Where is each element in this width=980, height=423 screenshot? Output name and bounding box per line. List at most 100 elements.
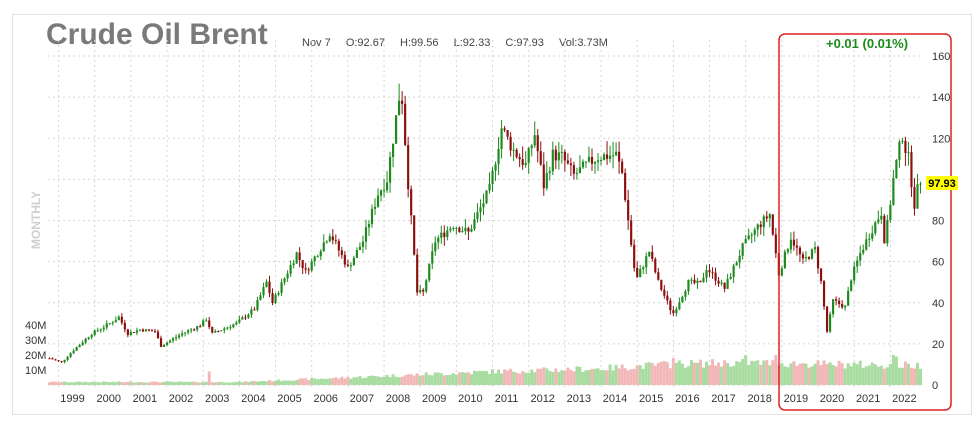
volume-bar xyxy=(265,381,268,385)
candle-body xyxy=(572,165,575,174)
volume-bar xyxy=(578,366,582,385)
volume-bar xyxy=(650,363,654,385)
volume-bar xyxy=(153,381,157,385)
x-tick-label: 2016 xyxy=(675,393,699,405)
volume-bar xyxy=(590,368,594,385)
volume-bar xyxy=(343,378,347,385)
candle-body xyxy=(798,247,802,255)
volume-bar xyxy=(768,365,772,385)
candle-body xyxy=(398,100,401,116)
volume-bar xyxy=(364,377,368,385)
candle-body xyxy=(96,330,99,332)
candle-body xyxy=(102,327,105,330)
candle-body xyxy=(596,160,600,162)
volume-bar xyxy=(662,361,666,385)
candle-body xyxy=(838,300,841,304)
volume-bar xyxy=(647,362,651,385)
volume-bar xyxy=(433,372,437,385)
candle-body xyxy=(904,140,907,153)
last-price-text: 97.93 xyxy=(928,178,956,190)
candle-body xyxy=(379,190,383,196)
candle-body xyxy=(518,157,521,160)
volume-bar xyxy=(301,378,305,385)
volume-bar xyxy=(575,366,579,385)
volume-bar xyxy=(271,381,275,385)
candle-body xyxy=(807,257,811,259)
candle-body xyxy=(672,310,675,314)
candle-body xyxy=(214,331,217,333)
candle-body xyxy=(87,337,90,339)
candle-body xyxy=(404,103,407,145)
volume-bar xyxy=(225,382,229,385)
candle-body xyxy=(274,294,277,303)
candle-body xyxy=(771,214,774,235)
ohlc-volume: Vol:3.73M xyxy=(558,37,608,49)
volume-bar xyxy=(289,380,293,385)
candle-body xyxy=(780,268,783,276)
volume-bar xyxy=(403,375,407,385)
candle-body xyxy=(705,270,708,278)
candle-body xyxy=(699,280,702,283)
volume-bar xyxy=(554,368,558,385)
candle-body xyxy=(590,156,594,164)
volume-bar xyxy=(566,367,570,385)
last-price-bg xyxy=(926,176,958,190)
candle-body xyxy=(220,330,223,332)
candle-body xyxy=(202,320,205,327)
candle-body xyxy=(250,309,253,315)
volume-bar xyxy=(539,368,543,385)
candle-body xyxy=(756,224,759,230)
candle-body xyxy=(78,344,81,348)
volume-bar xyxy=(750,360,754,385)
volume-bar xyxy=(280,381,284,385)
volume-bar xyxy=(277,379,281,385)
volume-bar xyxy=(352,377,356,385)
candle-body xyxy=(244,317,247,319)
volume-bar xyxy=(219,381,223,385)
candle-body xyxy=(395,115,398,144)
candle-body xyxy=(633,244,636,268)
candle-body xyxy=(283,278,286,283)
volume-bar xyxy=(509,368,513,385)
ohlc-readout: Nov 7 O:92.67 H:99.56 L:92.33 C:97.93 Vo… xyxy=(302,37,620,49)
x-tick-label: 2012 xyxy=(530,393,554,405)
volume-bar xyxy=(783,366,787,385)
candle-body xyxy=(702,277,705,283)
candle-body xyxy=(373,206,377,209)
x-tick-label: 1999 xyxy=(60,393,84,405)
candle-body xyxy=(657,272,660,280)
candle-body xyxy=(376,195,380,207)
candle-body xyxy=(229,327,232,329)
candle-body xyxy=(825,306,829,332)
volume-bar xyxy=(873,364,877,385)
volume-bar xyxy=(500,373,504,385)
volume-bar xyxy=(861,367,865,385)
volume-bar xyxy=(334,377,338,385)
volume-bar xyxy=(620,364,624,385)
volume-bar xyxy=(400,376,404,385)
volume-bar xyxy=(478,370,482,385)
volume-bar xyxy=(915,362,919,385)
volume-bar xyxy=(906,363,910,385)
volume-bar xyxy=(503,369,507,385)
x-tick-label: 2008 xyxy=(386,393,410,405)
volume-bar xyxy=(111,381,115,385)
x-tick-label: 2007 xyxy=(350,393,374,405)
candle-body xyxy=(382,190,386,192)
volume-bar xyxy=(919,368,922,385)
volume-bar xyxy=(551,371,555,385)
candle-body xyxy=(750,234,753,236)
candle-body xyxy=(786,249,789,252)
candle-body xyxy=(325,241,328,243)
candle-body xyxy=(735,262,738,266)
volume-bar xyxy=(533,372,537,385)
candle-body xyxy=(551,149,554,172)
candle-body xyxy=(141,329,145,332)
volume-bar xyxy=(382,376,386,385)
candle-body xyxy=(720,282,723,284)
price-change: +0.01 (0.01%) xyxy=(826,36,909,51)
x-tick-label: 2017 xyxy=(711,393,735,405)
volume-bar xyxy=(602,370,606,385)
volume-bar xyxy=(846,363,850,385)
